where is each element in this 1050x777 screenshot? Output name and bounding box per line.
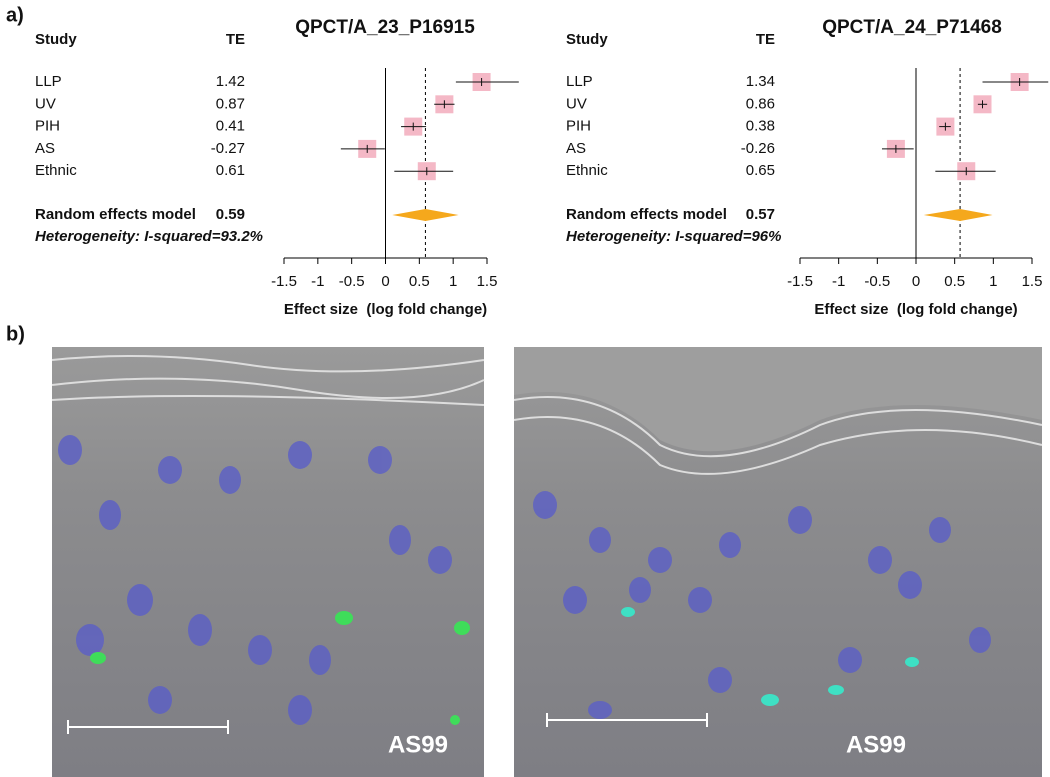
te-value: 0.38 bbox=[746, 118, 775, 135]
study-label: Ethnic bbox=[35, 162, 77, 179]
x-tick-label: 1.5 bbox=[1022, 273, 1043, 290]
study-label: UV bbox=[35, 95, 56, 112]
x-tick-label: 1 bbox=[449, 273, 457, 290]
te-value: 0.87 bbox=[216, 95, 245, 112]
column-header: Study bbox=[35, 31, 77, 48]
te-value: 1.34 bbox=[746, 73, 775, 90]
te-value: 0.65 bbox=[746, 162, 775, 179]
te-value: -0.27 bbox=[211, 140, 245, 157]
panel-label: a) bbox=[6, 4, 24, 26]
study-label: UV bbox=[566, 95, 587, 112]
x-tick-label: 0 bbox=[912, 273, 920, 290]
study-label: LLP bbox=[566, 73, 593, 90]
x-tick-label: 0.5 bbox=[409, 273, 430, 290]
x-axis-label: Effect size (log fold change) bbox=[814, 301, 1017, 318]
x-tick-label: 1 bbox=[989, 273, 997, 290]
image-label: AS99 bbox=[846, 731, 906, 758]
heterogeneity: Heterogeneity: I-squared=93.2% bbox=[35, 228, 263, 245]
summary-label: Random effects model bbox=[566, 206, 727, 223]
chart-title: QPCT/A_23_P16915 bbox=[295, 17, 475, 38]
te-value: -0.26 bbox=[741, 140, 775, 157]
micrograph bbox=[51, 347, 485, 777]
study-label: PIH bbox=[35, 118, 60, 135]
te-value: 0.61 bbox=[216, 162, 245, 179]
column-header: Study bbox=[566, 31, 608, 48]
image-label: AS99 bbox=[388, 731, 448, 758]
x-tick-label: -1 bbox=[311, 273, 324, 290]
te-value: 1.42 bbox=[216, 73, 245, 90]
x-tick-label: 0.5 bbox=[944, 273, 965, 290]
x-tick-label: 0 bbox=[381, 273, 389, 290]
x-tick-label: -1 bbox=[832, 273, 845, 290]
summary-diamond bbox=[392, 209, 459, 221]
panel-label: b) bbox=[6, 323, 25, 345]
x-tick-label: -0.5 bbox=[339, 273, 365, 290]
te-value: 0.41 bbox=[216, 118, 245, 135]
study-label: AS bbox=[566, 140, 586, 157]
summary-diamond bbox=[923, 209, 993, 221]
x-tick-label: 1.5 bbox=[477, 273, 498, 290]
summary-value: 0.59 bbox=[216, 206, 245, 223]
study-label: Ethnic bbox=[566, 162, 608, 179]
study-label: LLP bbox=[35, 73, 62, 90]
chart-title: QPCT/A_24_P71468 bbox=[822, 17, 1002, 38]
heterogeneity: Heterogeneity: I-squared=96% bbox=[566, 228, 782, 245]
micrograph bbox=[513, 347, 1043, 777]
summary-value: 0.57 bbox=[746, 206, 775, 223]
column-header: TE bbox=[226, 31, 245, 48]
x-tick-label: -0.5 bbox=[864, 273, 890, 290]
x-tick-label: -1.5 bbox=[787, 273, 813, 290]
x-axis-label: Effect size (log fold change) bbox=[284, 301, 487, 318]
study-label: PIH bbox=[566, 118, 591, 135]
column-header: TE bbox=[756, 31, 775, 48]
study-label: AS bbox=[35, 140, 55, 157]
te-value: 0.86 bbox=[746, 95, 775, 112]
x-tick-label: -1.5 bbox=[271, 273, 297, 290]
summary-label: Random effects model bbox=[35, 206, 196, 223]
